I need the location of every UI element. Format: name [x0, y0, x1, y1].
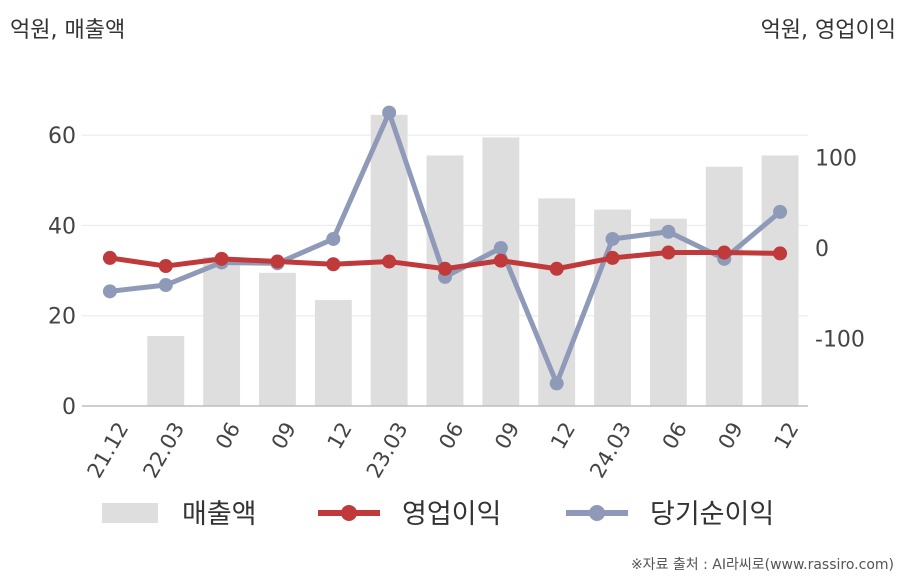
source-note: ※자료 출처 : AI라씨로(www.rassiro.com)	[630, 557, 894, 573]
series-point	[102, 284, 117, 299]
left-tick-label: 20	[48, 305, 76, 330]
bar	[482, 137, 520, 406]
x-tick-label: 21.12	[83, 418, 134, 482]
series-point	[214, 251, 229, 266]
x-tick-label: 09	[490, 418, 524, 453]
left-axis-unit: 억원, 매출액	[10, 18, 126, 43]
bar	[259, 272, 296, 406]
x-tick-label: 24.03	[585, 418, 636, 482]
series-point	[158, 278, 173, 293]
series-point	[605, 231, 620, 246]
series-point	[326, 257, 341, 272]
line-series	[102, 105, 788, 391]
right-tick-label: 0	[815, 237, 829, 262]
legend-marker	[589, 505, 605, 521]
bar	[314, 299, 352, 406]
series-point	[270, 254, 285, 269]
series-point	[717, 245, 732, 260]
bar-series	[147, 114, 799, 406]
legend-label: 영업이익	[402, 499, 501, 530]
series-point	[382, 105, 397, 120]
x-tick-label: 06	[434, 418, 468, 453]
left-tick-label: 0	[62, 395, 76, 420]
series-point	[102, 250, 117, 265]
legend-marker	[341, 505, 357, 521]
series-point	[493, 253, 508, 268]
series-point	[326, 231, 341, 246]
series-point	[549, 376, 564, 391]
right-tick-label: -100	[815, 327, 865, 352]
series-point	[549, 261, 564, 276]
series-point	[661, 245, 676, 260]
series-point	[773, 204, 788, 219]
series-point	[661, 224, 676, 239]
bar	[147, 336, 185, 406]
x-tick-label: 06	[658, 418, 692, 453]
x-tick-label: 12	[546, 418, 580, 453]
bar	[538, 198, 576, 406]
left-tick-label: 60	[48, 124, 76, 149]
legend: 매출액 영업이익 당기순이익	[102, 499, 774, 530]
series-point	[382, 254, 397, 269]
x-tick-label: 09	[714, 418, 748, 453]
series-point	[493, 241, 508, 255]
bar	[761, 155, 799, 406]
right-tick-label: 100	[815, 147, 857, 172]
x-tick-label: 09	[267, 418, 301, 453]
x-tick-label: 12	[323, 418, 357, 453]
series-point	[158, 259, 173, 274]
series-point	[438, 261, 452, 276]
series-point	[773, 246, 788, 261]
legend-label: 당기순이익	[650, 499, 774, 530]
x-tick-label: 22.03	[138, 418, 189, 482]
series-point	[605, 250, 620, 265]
x-tick-label: 06	[211, 418, 245, 453]
bar	[203, 257, 241, 406]
x-tick-label: 12	[769, 418, 803, 453]
legend-label: 매출액	[182, 499, 257, 530]
legend-swatch	[102, 503, 158, 523]
left-tick-label: 40	[48, 214, 76, 239]
right-axis-unit: 억원, 영업이익	[760, 18, 896, 43]
x-tick-label: 23.03	[362, 418, 413, 482]
bar	[705, 166, 743, 406]
